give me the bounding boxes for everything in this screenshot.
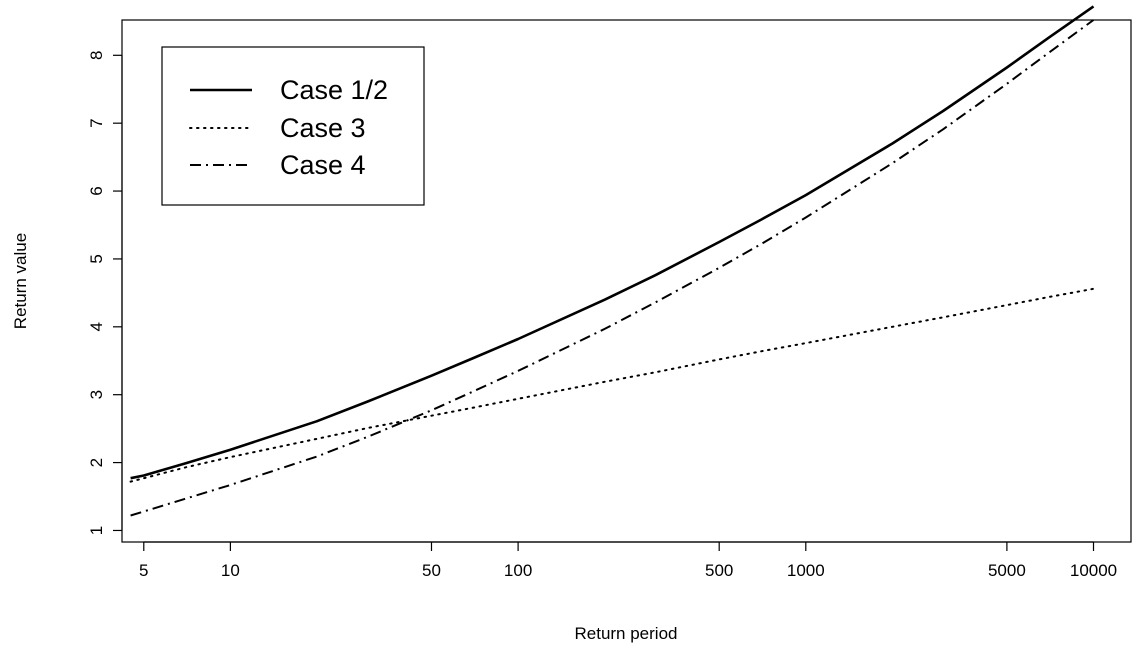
y-tick-label: 5 [87, 254, 106, 263]
legend-label-case-4: Case 4 [280, 150, 366, 180]
y-axis-label: Return value [11, 233, 30, 329]
x-tick-label: 5 [139, 561, 148, 580]
x-axis-label: Return period [574, 624, 677, 643]
y-tick-label: 3 [87, 390, 106, 399]
legend-label-case-1-2: Case 1/2 [280, 75, 388, 105]
y-tick-label: 7 [87, 118, 106, 127]
y-tick-label: 4 [87, 322, 106, 331]
x-tick-label: 1000 [787, 561, 825, 580]
legend-box [161, 46, 425, 206]
x-tick-label: 500 [705, 561, 733, 580]
series-line-1 [130, 5, 1095, 480]
series-line-3 [130, 19, 1095, 517]
y-tick-label: 6 [87, 186, 106, 195]
series-line-2 [129, 287, 1095, 483]
x-axis: 5 10 50 100 500 1000 5000 10000 [139, 541, 1117, 580]
y-axis: 1 2 3 4 5 6 7 8 [87, 51, 123, 535]
x-tick-label: 100 [504, 561, 532, 580]
x-tick-label: 50 [422, 561, 441, 580]
legend: Case 1/2 Case 3 Case 4 [161, 46, 425, 206]
y-tick-label: 2 [87, 458, 106, 467]
series-lines [129, 5, 1095, 517]
y-tick-label: 1 [87, 526, 106, 535]
legend-label-case-3: Case 3 [280, 113, 366, 143]
x-tick-label: 10000 [1070, 561, 1117, 580]
x-tick-label: 5000 [988, 561, 1026, 580]
y-tick-label: 8 [87, 51, 106, 60]
x-tick-label: 10 [221, 561, 240, 580]
